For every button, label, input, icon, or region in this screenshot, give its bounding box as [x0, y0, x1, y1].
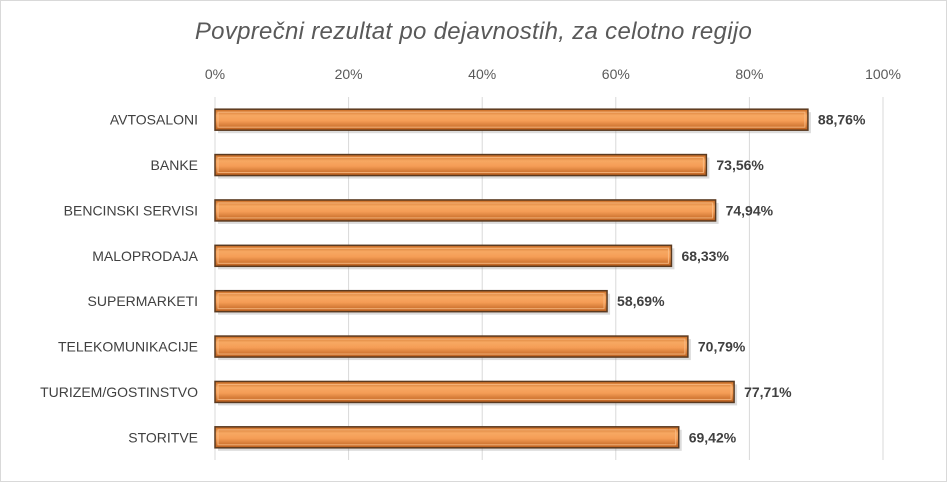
data-labels: 88,76% 73,56% 74,94% 68,33% 58,69% 70,79% 77,7… — [617, 112, 866, 446]
data-label: 88,76% — [818, 112, 866, 128]
bar-rect — [214, 335, 689, 358]
bar-rect — [214, 380, 735, 404]
bar-rect — [214, 153, 708, 177]
bar — [214, 335, 691, 361]
bar-rect — [214, 244, 673, 268]
bar-bevel — [217, 111, 806, 128]
x-tick-label: 80% — [735, 66, 763, 82]
x-tick-label: 60% — [602, 66, 630, 82]
category-label: BANKE — [151, 157, 198, 173]
bar-bevel — [217, 293, 605, 310]
x-axis-ticks: 0% 20% 40% 60% 80% 100% — [205, 66, 901, 82]
data-label: 69,42% — [689, 429, 737, 445]
bar-rect — [214, 289, 608, 313]
category-label: TELEKOMUNIKACIJE — [58, 339, 198, 355]
gridlines — [214, 97, 884, 460]
bar — [214, 426, 682, 451]
bar-rect — [214, 199, 717, 222]
category-label: SUPERMARKETI — [88, 293, 198, 309]
category-label: STORITVE — [128, 429, 198, 445]
bar — [214, 380, 738, 406]
bar-rect — [214, 426, 680, 449]
category-label: BENCINSKI SERVISI — [64, 202, 198, 218]
chart-title: Povprečni rezultat po dejavnostih, za ce… — [194, 18, 753, 45]
data-label: 77,71% — [744, 384, 792, 400]
bar — [214, 153, 710, 179]
data-label: 70,79% — [698, 339, 746, 355]
category-label: MALOPRODAJA — [92, 248, 198, 264]
bars — [214, 108, 811, 451]
bar — [214, 244, 675, 270]
x-tick-label: 40% — [468, 66, 496, 82]
bar — [214, 289, 611, 315]
bar — [214, 199, 719, 224]
data-label: 74,94% — [726, 202, 774, 218]
data-label: 58,69% — [617, 293, 665, 309]
bar-bevel — [217, 383, 732, 400]
bar-bevel — [217, 247, 669, 264]
x-tick-label: 100% — [865, 66, 901, 82]
bar-bevel — [217, 202, 714, 219]
data-label: 73,56% — [716, 157, 764, 173]
category-label: AVTOSALONI — [110, 112, 198, 128]
bar-bevel — [217, 338, 686, 355]
data-label: 68,33% — [681, 248, 729, 264]
category-label: TURIZEM/GOSTINSTVO — [40, 384, 198, 400]
bar-rect — [214, 108, 809, 131]
bar-bevel — [217, 429, 677, 446]
category-labels: AVTOSALONI BANKE BENCINSKI SERVISI MALOPROD… — [40, 112, 199, 446]
bar — [214, 108, 811, 134]
bar-bevel — [217, 157, 704, 174]
x-tick-label: 20% — [335, 66, 363, 82]
x-tick-label: 0% — [205, 66, 225, 82]
